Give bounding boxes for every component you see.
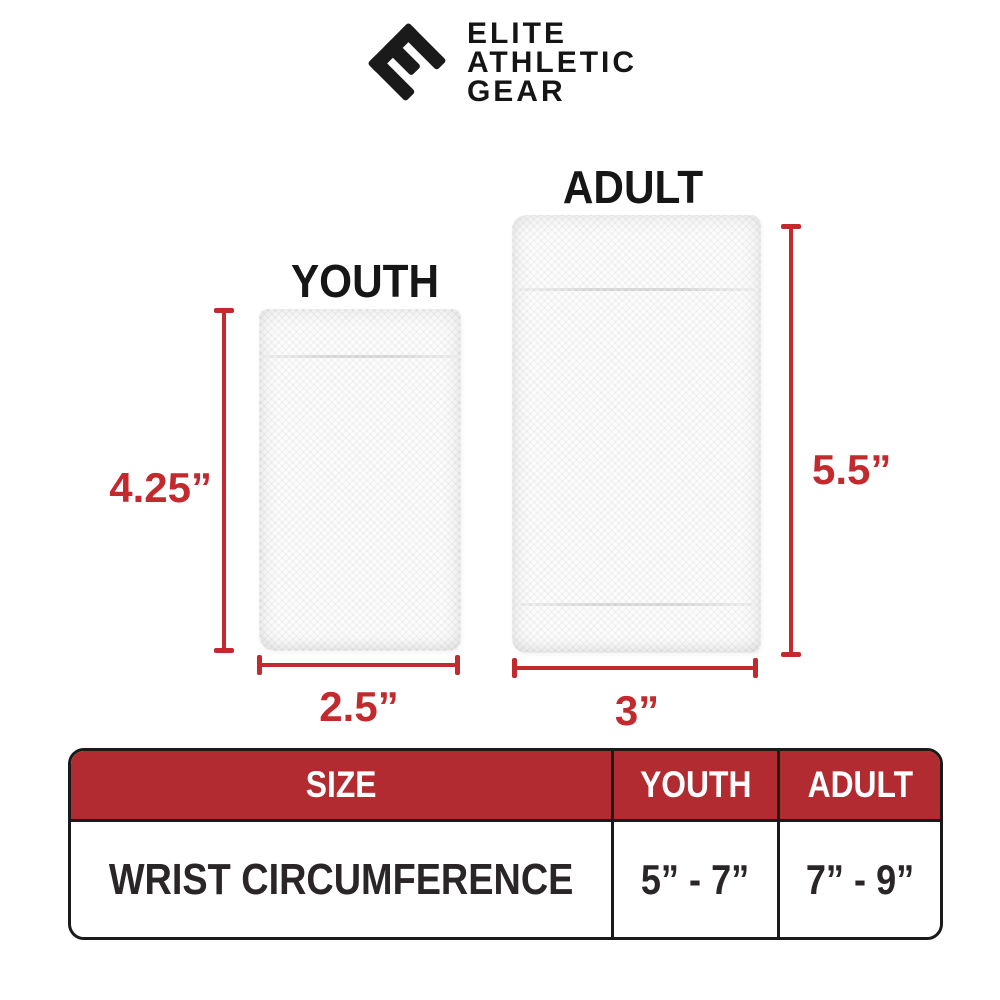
table-header-label: ADULT: [807, 764, 913, 805]
table-header-label: SIZE: [305, 764, 377, 805]
youth-cuff-seam: [266, 355, 454, 358]
table-header-label: YOUTH: [639, 764, 752, 805]
adult-hem-seam: [520, 603, 753, 606]
table-cell-value: 5” - 7”: [641, 855, 750, 903]
dimension-cap: [781, 224, 801, 229]
youth-width-dimension: [257, 655, 460, 675]
adult-heading: ADULT: [562, 161, 704, 213]
table-header-youth: YOUTH: [611, 751, 777, 822]
dimension-line: [516, 666, 754, 670]
table-cell-value: 7” - 9”: [805, 855, 915, 903]
youth-width-label: 2.5”: [319, 683, 399, 730]
adult-width-dimension: [512, 658, 758, 678]
rotated-e-glyph: [367, 22, 447, 102]
table-cell-label: WRIST CIRCUMFERENCE: [108, 854, 574, 904]
brand-name-line: ATHLETIC: [466, 45, 638, 79]
brand-name-line: GEAR: [466, 74, 566, 108]
adult-height-dimension: [781, 224, 801, 657]
table-cell-youth-range: 5” - 7”: [611, 822, 777, 937]
table-header-adult: ADULT: [776, 751, 940, 822]
size-table: SIZE YOUTH ADULT WRIST CIRCUMFERENCE 5” …: [68, 748, 943, 940]
dimension-line: [261, 663, 456, 667]
table-header-size: SIZE: [71, 751, 612, 822]
adult-cuff-seam: [520, 288, 753, 291]
dimension-cap: [257, 655, 262, 675]
dimension-line: [222, 312, 226, 649]
elite-e-icon: [363, 18, 451, 106]
dimension-cap: [214, 648, 234, 653]
adult-sleeve-image: [512, 215, 761, 653]
dimension-cap: [781, 652, 801, 657]
youth-heading: YOUTH: [290, 255, 440, 307]
adult-height-label: 5.5”: [812, 446, 892, 493]
adult-width-label: 3”: [614, 687, 660, 734]
table-cell-measurement-name: WRIST CIRCUMFERENCE: [71, 822, 611, 937]
youth-sleeve-image: [259, 309, 461, 651]
brand-name-line: ELITE: [466, 16, 567, 50]
dimension-cap: [753, 658, 758, 678]
brand-logo: ELITE ATHLETIC GEAR: [0, 18, 1000, 106]
table-cell-adult-range: 7” - 9”: [776, 822, 940, 937]
youth-height-label: 4.25”: [109, 464, 212, 511]
brand-name: ELITE ATHLETIC GEAR: [466, 16, 638, 108]
dimension-cap: [512, 658, 517, 678]
dimension-cap: [455, 655, 460, 675]
dimension-cap: [214, 308, 234, 313]
dimension-line: [789, 228, 793, 653]
youth-height-dimension: [214, 308, 234, 653]
